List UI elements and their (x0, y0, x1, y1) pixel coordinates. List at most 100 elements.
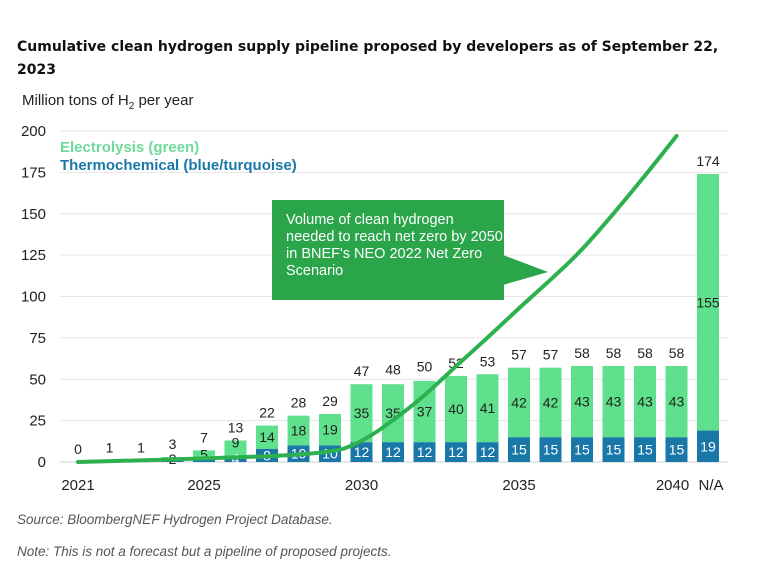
label-electrolysis: 18 (291, 423, 307, 439)
bar-electrolysis (634, 366, 656, 438)
source-note: Source: BloombergNEF Hydrogen Project Da… (17, 512, 333, 527)
footnote: Note: This is not a forecast but a pipel… (17, 544, 392, 559)
label-total: 1 (106, 439, 114, 455)
bar-thermochemical (602, 437, 625, 462)
bar-electrolysis (665, 366, 688, 438)
y-tick-label: 175 (21, 164, 46, 181)
label-total: 29 (322, 393, 338, 409)
label-thermochemical: 15 (543, 442, 559, 458)
y-tick-label: 150 (21, 206, 46, 223)
label-total: 7 (200, 429, 208, 445)
label-total: 13 (228, 419, 244, 435)
label-electrolysis: 43 (606, 394, 622, 410)
label-total: 52 (448, 355, 464, 371)
label-thermochemical: 15 (669, 442, 685, 458)
label-thermochemical: 15 (606, 442, 622, 458)
label-total: 58 (606, 345, 622, 361)
chart-title: Cumulative clean hydrogen supply pipelin… (17, 39, 719, 78)
bar-electrolysis (193, 450, 215, 459)
label-electrolysis: 35 (354, 405, 370, 421)
bar-electrolysis (224, 440, 247, 456)
bar-thermochemical (665, 437, 688, 462)
label-electrolysis: 42 (511, 394, 527, 410)
y-axis-label-rest: per year (134, 92, 194, 109)
label-thermochemical: 19 (700, 438, 716, 454)
bar-thermochemical (445, 442, 467, 462)
label-electrolysis: 41 (480, 400, 496, 416)
label-total: 53 (480, 353, 496, 369)
bar-electrolysis (319, 414, 341, 446)
y-tick-label: 50 (29, 371, 46, 388)
label-total: 58 (574, 345, 590, 361)
net-zero-line (76, 133, 679, 464)
label-total: 48 (385, 362, 401, 378)
label-electrolysis: 5 (200, 447, 208, 463)
y-axis-label: Million tons of H2 per year (22, 92, 193, 112)
bar-electrolysis (697, 174, 719, 431)
bar-electrolysis (508, 367, 530, 438)
label-electrolysis: 155 (696, 294, 720, 310)
y-tick-label: 75 (29, 330, 46, 347)
bar-electrolysis (476, 374, 499, 443)
label-total: 0 (74, 441, 82, 457)
y-tick-label: 25 (29, 413, 46, 430)
label-electrolysis: 43 (669, 394, 685, 410)
x-tick-label: 2040 (656, 477, 689, 494)
bar-electrolysis (287, 415, 310, 446)
x-tick-label: 2025 (187, 477, 220, 494)
label-total: 47 (354, 363, 370, 379)
label-total: 22 (259, 405, 275, 421)
y-axis-label-sub: 2 (128, 101, 135, 112)
annotation-pointer (503, 255, 548, 285)
label-thermochemical: 15 (637, 442, 653, 458)
label-thermochemical: 12 (448, 444, 464, 460)
bar-electrolysis (256, 425, 278, 449)
bar-electrolysis (571, 366, 593, 438)
bar-electrolysis (382, 384, 404, 443)
y-tick-label: 125 (21, 247, 46, 264)
label-thermochemical: 15 (511, 442, 527, 458)
bar-electrolysis (445, 375, 467, 443)
bar-electrolysis (413, 380, 436, 443)
bar-thermochemical (382, 442, 404, 462)
y-axis-label-main: Million tons of H (22, 92, 129, 109)
label-electrolysis: 40 (448, 401, 464, 417)
label-total: 58 (669, 345, 685, 361)
x-tick-label: 2030 (345, 477, 378, 494)
label-total: 3 (169, 436, 177, 452)
bar-thermochemical (697, 430, 719, 462)
bar-electrolysis (350, 384, 373, 443)
bar-thermochemical (571, 437, 593, 462)
x-tick-label: N/A (698, 477, 723, 494)
label-total: 50 (417, 358, 433, 374)
label-thermochemical: 12 (417, 444, 433, 460)
label-total: 28 (291, 395, 307, 411)
label-thermochemical: 12 (480, 444, 496, 460)
label-electrolysis: 19 (322, 422, 338, 438)
label-total: 58 (637, 345, 653, 361)
label-total: 57 (543, 347, 559, 363)
bar-electrolysis (539, 367, 562, 438)
legend-electrolysis: Electrolysis (green) (60, 139, 199, 156)
label-thermochemical: 12 (354, 444, 370, 460)
legend-thermochemical: Thermochemical (blue/turquoise) (60, 157, 297, 174)
label-electrolysis: 42 (543, 394, 559, 410)
y-tick-label: 200 (21, 123, 46, 140)
y-tick-label: 100 (21, 289, 46, 306)
label-electrolysis: 43 (637, 394, 653, 410)
label-total: 57 (511, 347, 527, 363)
annotation-box: Volume of clean hydrogen needed to reach… (272, 200, 504, 300)
bar-electrolysis (602, 366, 625, 438)
bar-thermochemical (508, 437, 530, 462)
label-thermochemical: 15 (574, 442, 590, 458)
bar-thermochemical (476, 442, 499, 462)
label-electrolysis: 9 (232, 435, 240, 451)
bar-thermochemical (539, 437, 562, 462)
label-electrolysis: 37 (417, 404, 433, 420)
y-tick-label: 0 (38, 454, 46, 471)
label-electrolysis: 14 (259, 429, 275, 445)
bar-thermochemical (350, 442, 373, 462)
bar-thermochemical (413, 442, 436, 462)
